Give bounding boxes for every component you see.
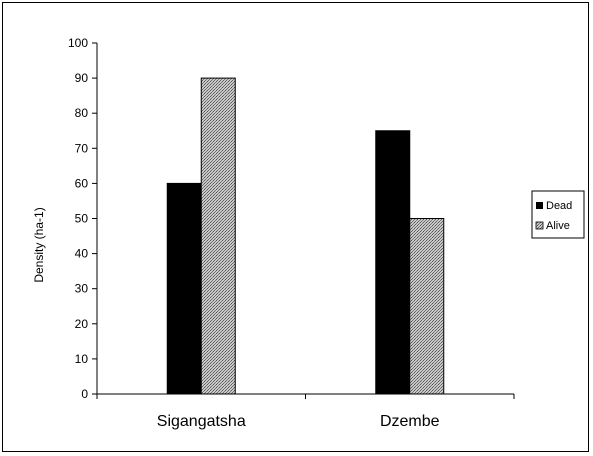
y-tick-label: 80 — [75, 106, 89, 120]
y-tick-label: 20 — [75, 317, 89, 331]
legend: Dead Alive — [531, 190, 585, 239]
bars — [166, 77, 445, 395]
y-tick-label: 70 — [75, 141, 89, 155]
bar-alive-sigangatsha — [200, 77, 236, 395]
y-tick-label: 100 — [68, 36, 88, 50]
y-axis-label: Density (ha-1) — [32, 207, 46, 282]
bar-dead-sigangatsha — [166, 182, 202, 395]
y-tick-label: 50 — [75, 212, 89, 226]
y-tick-label: 0 — [81, 387, 88, 401]
x-tick-label: Sigangatsha — [157, 413, 246, 430]
y-tick-label: 40 — [75, 247, 89, 261]
y-tick-label: 10 — [75, 352, 89, 366]
axes: 0 10 20 30 40 50 60 70 80 90 100 Sigangatsha Dzembe — [68, 36, 515, 430]
bar-dead-dzembe — [375, 130, 411, 395]
y-tick-label: 60 — [75, 176, 89, 190]
legend-swatch-dead — [536, 202, 543, 209]
y-tick-label: 90 — [75, 71, 89, 85]
legend-box — [531, 190, 585, 239]
legend-swatch-alive — [535, 221, 544, 230]
x-tick-label: Dzembe — [380, 413, 440, 430]
legend-label-dead: Dead — [546, 200, 572, 212]
bar-alive-dzembe — [409, 218, 445, 395]
chart-frame — [2, 2, 589, 452]
legend-label-alive: Alive — [546, 220, 570, 232]
y-tick-label: 30 — [75, 282, 89, 296]
